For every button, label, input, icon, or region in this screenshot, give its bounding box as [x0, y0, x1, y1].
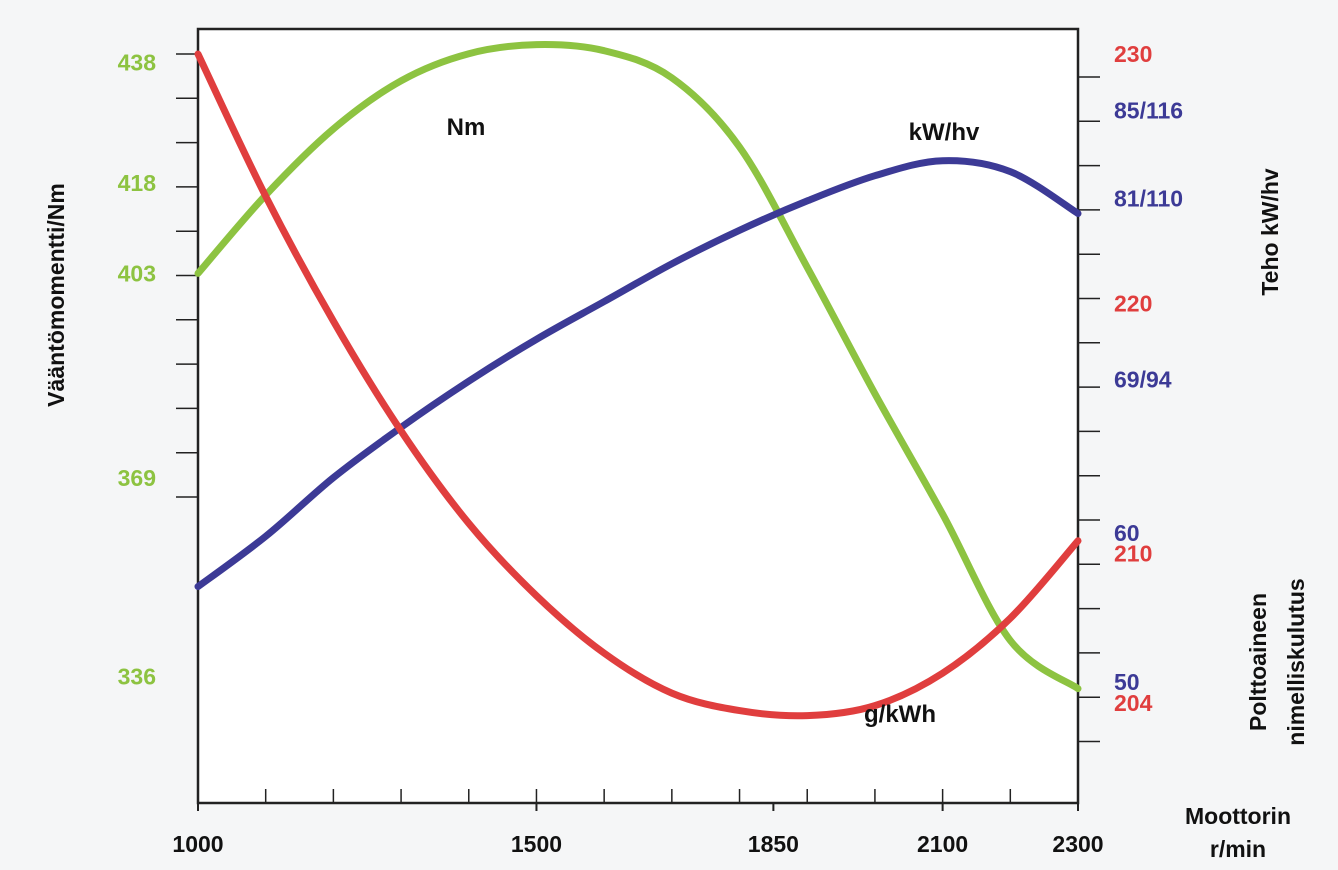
left-tick-label: 438 [118, 50, 157, 76]
right-upper-tick-label: 85/116 [1114, 97, 1183, 123]
right-lower-tick-label: 230 [1114, 41, 1152, 67]
right-lower-tick-label: 204 [1114, 690, 1153, 716]
right-upper-tick-label: 60 [1114, 520, 1140, 546]
x-tick-label: 1500 [511, 831, 562, 857]
consumption-series-label: g/kWh [864, 701, 936, 728]
power-curve [194, 157, 1082, 591]
left-tick-label: 369 [118, 465, 156, 491]
left-tick-label: 336 [118, 664, 156, 690]
left-tick-label: 403 [118, 260, 156, 286]
right-upper-tick-label: 81/110 [1114, 185, 1183, 211]
right-lower-tick-label: 220 [1114, 291, 1152, 317]
right-lower-axis-title-line1: Polttoaineen [1245, 593, 1271, 731]
consumption-curve [194, 50, 1082, 720]
power-series-label: kW/hv [909, 119, 980, 146]
x-tick-label: 1850 [748, 831, 799, 857]
right-lower-axis-title-line2: nimelliskulutus [1283, 578, 1309, 745]
right-upper-axis-title: Teho kW/hv [1257, 168, 1283, 296]
left-axis-title: Vääntömomentti/Nm [43, 183, 69, 407]
x-tick-label: 1000 [172, 831, 223, 857]
x-axis-title-line1: Moottorin [1185, 803, 1291, 829]
right-upper-tick-label: 50 [1114, 669, 1140, 695]
x-tick-label: 2300 [1052, 831, 1103, 857]
left-tick-label: 418 [118, 170, 157, 196]
torque-curve [194, 40, 1082, 693]
right-upper-tick-label: 69/94 [1114, 367, 1172, 393]
x-tick-label: 2100 [917, 831, 968, 857]
torque-series-label: Nm [447, 114, 486, 141]
right-lower-tick-label: 210 [1114, 540, 1152, 566]
x-axis-title-line2: r/min [1210, 836, 1266, 862]
